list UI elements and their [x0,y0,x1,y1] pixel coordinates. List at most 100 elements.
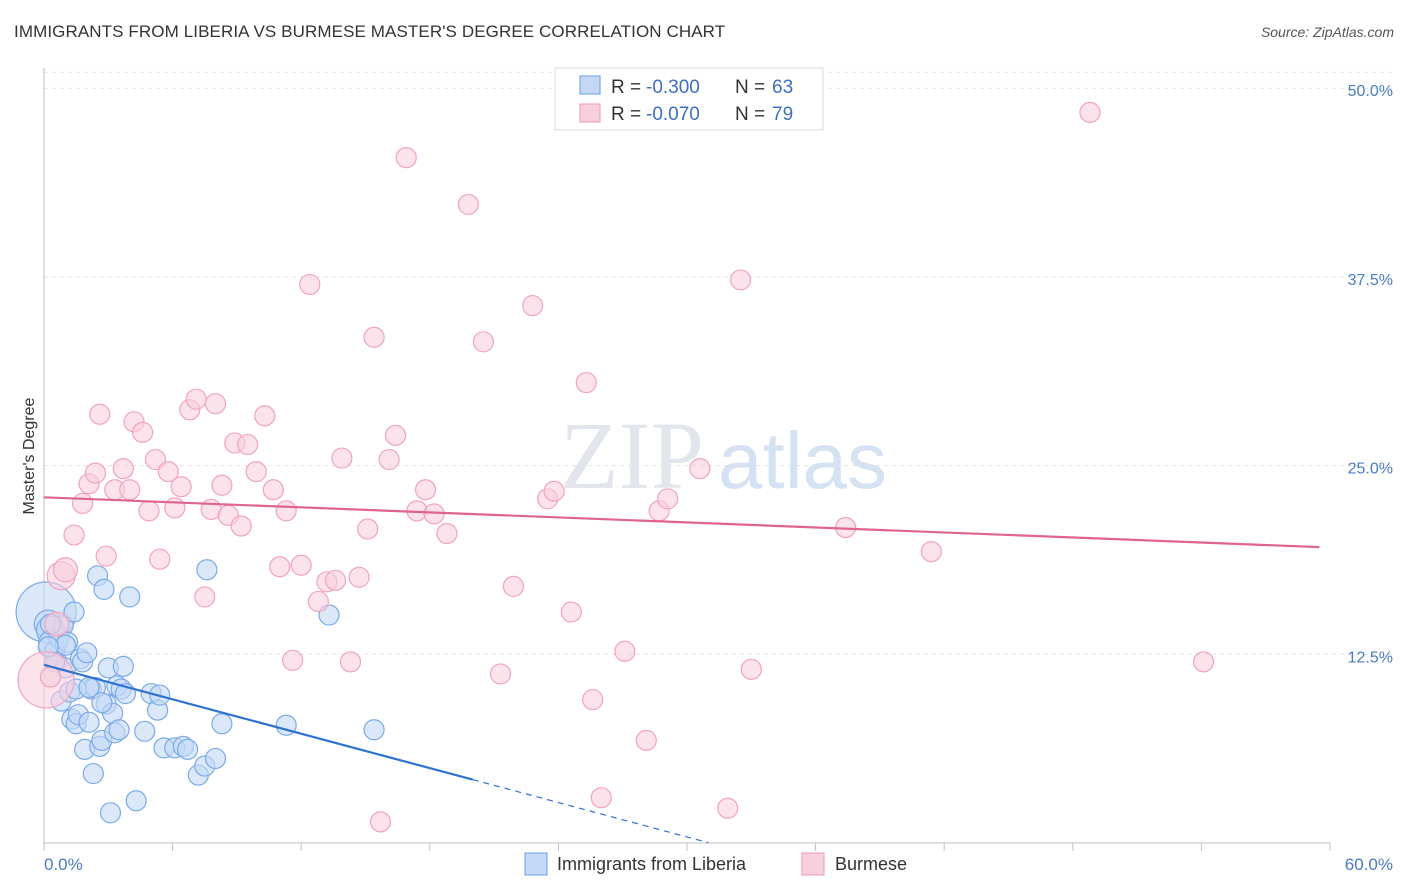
burmese-point [204,393,227,415]
burmese-point [269,556,291,578]
legend-n-label-burmese: N = [735,104,765,125]
liberia-point [211,713,233,735]
x-tick-label-min: 0.0% [44,855,83,874]
burmese-point [245,461,267,483]
burmese-point [502,575,524,597]
liberia-point [134,720,156,742]
watermark-atlas: atlas [718,416,887,505]
burmese-point [436,522,458,545]
liberia-point [108,719,130,741]
burmese-point [543,480,565,502]
liberia-point [91,692,113,714]
trend-lines [43,496,1320,844]
liberia-point [204,747,227,770]
burmese-point [357,518,379,540]
bottom-legend-label-liberia: Immigrants from Liberia [557,854,747,874]
y-tick-label: 50.0% [1348,83,1393,100]
burmese-point [95,545,117,567]
liberia-point [93,578,115,600]
burmese-point [211,474,233,496]
burmese-point [170,476,192,498]
liberia-trend-line [43,663,473,781]
legend-swatch-burmese [579,103,601,123]
burmese-point [472,331,494,353]
legend-n-value-liberia: 63 [772,77,793,98]
burmese-point [230,515,252,537]
bottom-legend-swatch-burmese [801,852,825,876]
burmese-point [582,688,604,711]
burmese-point [71,492,94,514]
burmese-point [324,569,347,591]
burmese-point [1192,651,1215,673]
burmese-point [157,461,179,483]
watermark-zip: ZIP [560,402,704,509]
burmese-point [164,497,186,519]
liberia-point [119,586,141,608]
burmese-point [63,524,85,546]
x-tick-label-max: 60.0% [1345,855,1393,874]
burmese-point [489,663,512,685]
burmese-point [1079,101,1101,123]
burmese-point [39,666,62,688]
burmese-point [363,326,385,348]
burmese-point [112,458,134,480]
burmese-point [254,405,276,427]
y-tick-label: 25.0% [1348,461,1393,478]
burmese-point [307,590,329,613]
burmese-point [522,294,544,317]
liberia-point [63,601,85,623]
bottom-legend: Immigrants from Liberia Burmese [524,852,907,876]
burmese-point [740,658,762,680]
legend-r-value-liberia: -0.300 [646,77,700,98]
burmese-point [237,433,259,456]
legend-r-label-liberia: R = [611,77,641,98]
burmese-point [369,811,392,833]
burmese-point [84,462,107,484]
burmese-trend-line [43,496,1320,549]
burmese-point [149,548,171,570]
burmese-point [920,541,942,563]
burmese-point [457,193,479,216]
source-label: Source: ZipAtlas.com [1260,24,1394,40]
liberia-point [363,719,385,741]
burmese-point [282,649,304,671]
liberia-point [177,738,199,761]
burmese-point [560,601,582,623]
burmese-point [414,479,437,501]
bottom-legend-label-burmese: Burmese [835,854,907,874]
liberia-point [196,559,218,581]
burmese-point [290,554,312,576]
chart-title: IMMIGRANTS FROM LIBERIA VS BURMESE MASTE… [14,22,726,41]
burmese-point [185,388,207,410]
liberia-trend-extension [472,779,709,844]
burmese-point [339,651,362,673]
y-tick-label: 12.5% [1348,649,1393,666]
burmese-point [138,500,160,522]
burmese-point [717,797,739,819]
legend-swatch-liberia [579,75,601,95]
burmese-point [575,371,597,394]
burmese-point [348,566,370,588]
burmese-point [635,729,657,751]
burmese-point [384,424,407,447]
legend-n-value-burmese: 79 [772,104,793,125]
burmese-point [131,421,154,443]
liberia-point [112,655,134,677]
burmese-point [194,586,216,608]
burmese-point [52,557,79,583]
burmese-point [299,273,321,296]
liberia-point [82,762,104,785]
burmese-point [89,403,111,425]
y-axis-title: Master's Degree [21,397,38,514]
burmese-point [395,147,417,169]
legend-r-value-burmese: -0.070 [646,104,700,125]
legend-r-label-burmese: R = [611,104,641,125]
gridlines: 12.5% 25.0% 37.5% 50.0% [44,71,1393,666]
burmese-point [657,488,679,510]
bottom-legend-swatch-liberia [524,852,548,876]
burmese-point [689,458,711,480]
liberia-point [125,790,147,812]
axes [43,68,1331,851]
legend-n-label-liberia: N = [735,77,765,98]
